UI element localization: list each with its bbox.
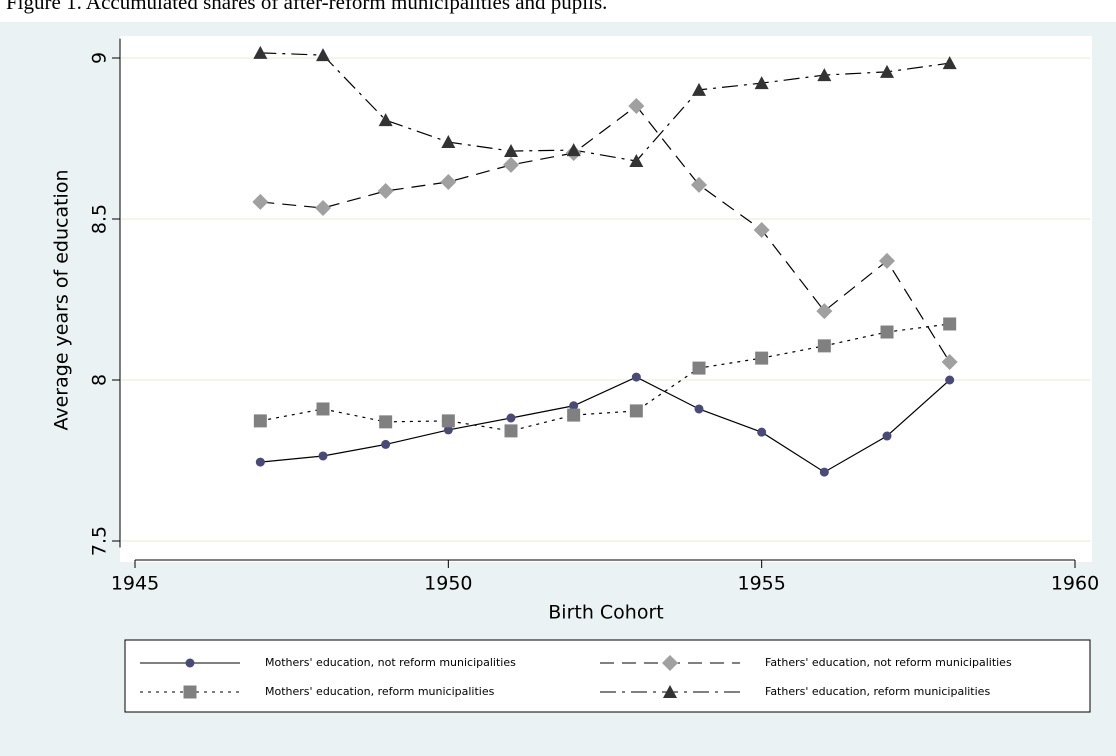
y-axis-label: Average years of education <box>51 169 73 430</box>
marker <box>315 200 331 217</box>
marker <box>252 193 269 210</box>
x-tick-label: 1960 <box>1051 573 1099 595</box>
legend-label: Mothers' education, reform municipalitie… <box>265 685 495 698</box>
marker <box>318 451 328 461</box>
series-line <box>260 376 951 473</box>
y-tick-label: 8.5 <box>89 204 111 234</box>
marker <box>253 45 268 59</box>
x-tick-label: 1945 <box>111 573 159 595</box>
marker <box>945 375 955 385</box>
marker <box>694 404 704 414</box>
y-tick-label: 8 <box>89 374 111 386</box>
marker <box>185 658 195 668</box>
marker <box>566 143 581 157</box>
marker <box>377 182 394 199</box>
marker <box>316 48 330 62</box>
marker <box>942 56 957 70</box>
marker <box>692 361 706 375</box>
caption: Figure 1. Accumulated shares of after-re… <box>6 0 607 14</box>
marker <box>503 156 519 173</box>
marker <box>879 252 895 269</box>
y-tick-label: 7.5 <box>89 526 111 556</box>
marker <box>691 176 707 193</box>
marker <box>880 64 894 78</box>
marker <box>378 113 393 127</box>
marker <box>506 413 516 423</box>
x-tick-label: 1950 <box>424 573 472 595</box>
marker <box>817 339 831 353</box>
marker <box>754 76 769 90</box>
marker <box>631 372 641 382</box>
marker <box>692 82 706 96</box>
marker <box>817 68 832 82</box>
marker <box>441 414 455 428</box>
plot-background <box>120 36 1092 562</box>
marker <box>819 467 829 477</box>
marker <box>253 414 267 428</box>
series-line <box>260 52 950 162</box>
marker <box>569 401 579 411</box>
y-tick-label: 9 <box>89 52 111 64</box>
series-line <box>260 105 951 363</box>
marker <box>504 144 518 158</box>
marker <box>441 135 456 149</box>
x-tick-label: 1955 <box>737 573 785 595</box>
x-axis-label: Birth Cohort <box>548 602 663 624</box>
legend-box <box>124 639 1091 713</box>
marker <box>755 351 769 365</box>
marker <box>629 154 644 168</box>
marker <box>183 685 197 699</box>
marker <box>662 655 678 671</box>
marker <box>379 415 393 429</box>
marker <box>628 97 645 114</box>
marker <box>504 424 518 438</box>
marker <box>941 353 958 370</box>
legend-label: Fathers' education, not reform municipal… <box>765 656 1012 669</box>
marker <box>316 402 330 416</box>
marker <box>753 221 770 238</box>
marker <box>443 425 453 435</box>
legend-label: Fathers' education, reform municipalitie… <box>765 685 990 698</box>
marker <box>880 325 894 339</box>
marker <box>816 303 833 320</box>
marker <box>882 431 892 441</box>
marker <box>255 457 265 467</box>
legend-label: Mothers' education, not reform municipal… <box>265 656 516 669</box>
marker <box>629 404 643 418</box>
marker <box>757 427 767 437</box>
marker <box>440 173 457 190</box>
marker <box>567 408 581 422</box>
marker <box>943 317 957 331</box>
marker <box>381 439 391 449</box>
marker <box>663 685 677 698</box>
